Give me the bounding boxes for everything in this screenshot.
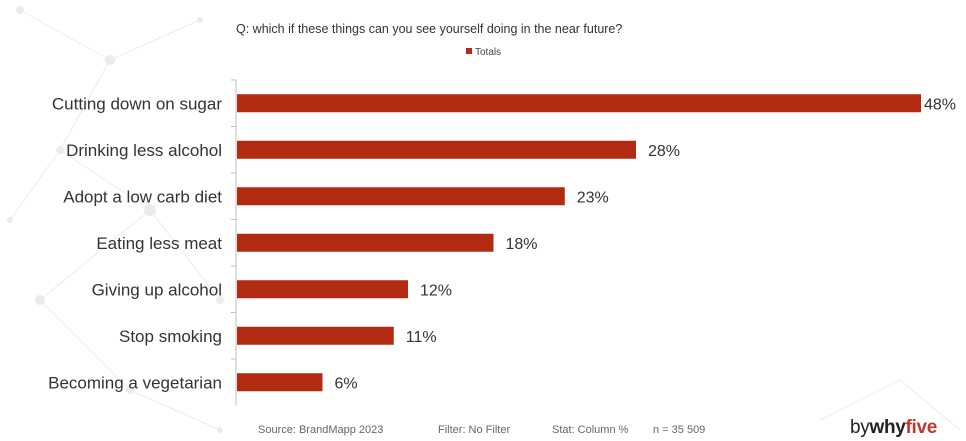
category-label: Giving up alcohol bbox=[92, 280, 222, 299]
bar bbox=[237, 373, 323, 392]
data-label: 18% bbox=[506, 236, 538, 253]
bar bbox=[237, 280, 408, 299]
chart-title: Q: which if these things can you see you… bbox=[236, 22, 623, 36]
data-label: 11% bbox=[406, 329, 437, 346]
legend-label-totals: Totals bbox=[475, 47, 502, 58]
legend-swatch bbox=[466, 48, 472, 54]
brand-logo: bywhyfive bbox=[850, 417, 938, 438]
category-label: Becoming a vegetarian bbox=[48, 373, 222, 392]
bar bbox=[237, 326, 394, 345]
data-label: 48% bbox=[924, 96, 956, 113]
bar bbox=[237, 94, 921, 113]
data-label: 6% bbox=[335, 375, 358, 392]
footer-filter: Filter: No Filter bbox=[438, 424, 511, 436]
data-label: 23% bbox=[577, 189, 609, 206]
footer-source: Source: BrandMapp 2023 bbox=[258, 424, 384, 436]
bar bbox=[237, 233, 494, 252]
footer-sample-size: n = 35 509 bbox=[653, 424, 706, 436]
category-label: Cutting down on sugar bbox=[52, 94, 222, 113]
bar bbox=[237, 187, 565, 206]
bar bbox=[237, 140, 636, 159]
legend: Totals bbox=[466, 47, 501, 58]
data-label: 12% bbox=[420, 282, 452, 299]
category-label: Eating less meat bbox=[96, 234, 222, 253]
category-label: Stop smoking bbox=[119, 327, 222, 346]
data-label: 28% bbox=[648, 143, 680, 160]
category-label: Drinking less alcohol bbox=[66, 141, 222, 160]
category-label: Adopt a low carb diet bbox=[63, 187, 222, 206]
footer-stat: Stat: Column % bbox=[552, 424, 629, 436]
